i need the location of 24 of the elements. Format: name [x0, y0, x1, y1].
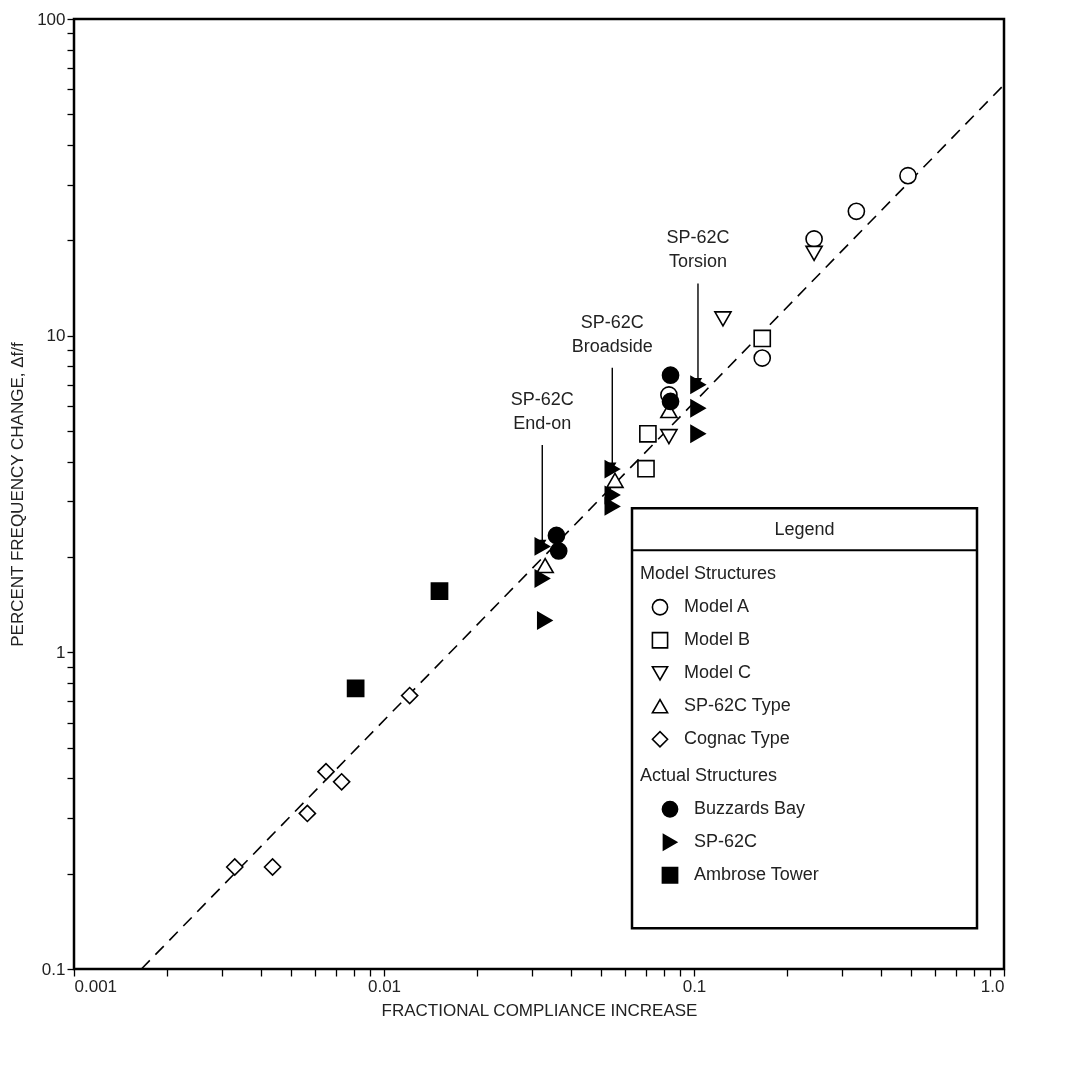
x-tick-label: 0.001	[74, 976, 118, 996]
legend-label: Buzzards Bay	[694, 798, 806, 819]
x-axis-title: FRACTIONAL COMPLIANCE INCREASE	[381, 1000, 698, 1020]
annotation: Actual Structures	[640, 765, 778, 786]
y-tick-label: 100	[37, 9, 66, 29]
legend-label: Model A	[684, 596, 750, 617]
legend-label: Ambrose Tower	[694, 864, 819, 885]
x-tick-label: 1.0	[980, 976, 1005, 996]
legend-label: Model B	[684, 629, 751, 650]
legend-label: SP-62C Type	[684, 695, 791, 716]
annotation: SP-62C Broadside	[571, 311, 653, 356]
legend-title: Legend	[774, 519, 835, 540]
y-axis-title: PERCENT FREQUENCY CHANGE, Δf/f	[8, 341, 28, 647]
x-tick-label: 0.1	[682, 976, 707, 996]
legend-label: Model C	[684, 662, 752, 683]
annotation: SP-62C Torsion	[666, 227, 730, 272]
y-tick-label: 0.1	[41, 959, 66, 979]
x-tick-label: 0.01	[367, 976, 402, 996]
legend-label: SP-62C	[694, 831, 758, 852]
y-tick-label: 10	[46, 326, 66, 346]
legend-label: Cognac Type	[684, 728, 790, 749]
annotation: Model Structures	[640, 563, 777, 584]
annotation: SP-62C End-on	[510, 389, 574, 434]
y-tick-label: 1	[56, 642, 66, 662]
